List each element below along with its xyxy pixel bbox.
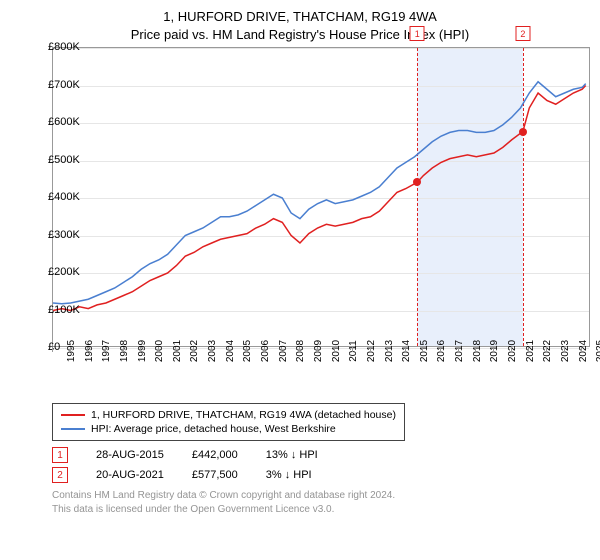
legend-label: HPI: Average price, detached house, West…: [91, 423, 336, 435]
y-axis-tick-label: £300K: [48, 229, 52, 241]
title-address: 1, HURFORD DRIVE, THATCHAM, RG19 4WA: [10, 8, 590, 26]
legend-item: 1, HURFORD DRIVE, THATCHAM, RG19 4WA (de…: [61, 408, 396, 422]
chart-marker-dot: [413, 178, 421, 186]
series-hpi: [53, 82, 586, 304]
y-axis-tick-label: £600K: [48, 116, 52, 128]
price-chart: 12 £0£100K£200K£300K£400K£500K£600K£700K…: [10, 47, 590, 397]
x-axis-tick-label: 2025: [581, 340, 600, 362]
sale-date: 20-AUG-2021: [96, 469, 164, 481]
y-axis-tick-label: £200K: [48, 266, 52, 278]
sale-record: 2 20-AUG-2021 £577,500 3% ↓ HPI: [52, 467, 590, 483]
chart-marker-dot: [519, 128, 527, 136]
chart-legend: 1, HURFORD DRIVE, THATCHAM, RG19 4WA (de…: [52, 403, 405, 441]
chart-lines: [53, 48, 591, 348]
y-axis-tick-label: £800K: [48, 41, 52, 53]
legend-item: HPI: Average price, detached house, West…: [61, 422, 396, 436]
sale-marker-icon: 2: [52, 467, 68, 483]
plot-area: 12: [52, 47, 590, 347]
y-axis-tick-label: £500K: [48, 154, 52, 166]
sale-price: £442,000: [192, 449, 238, 461]
y-axis-tick-label: £700K: [48, 79, 52, 91]
title-subtitle: Price paid vs. HM Land Registry's House …: [10, 26, 590, 44]
sale-vs-hpi: 3% ↓ HPI: [266, 469, 312, 481]
attribution-footer: Contains HM Land Registry data © Crown c…: [52, 489, 590, 516]
sale-date: 28-AUG-2015: [96, 449, 164, 461]
sale-price: £577,500: [192, 469, 238, 481]
footer-text: Contains HM Land Registry data © Crown c…: [52, 489, 590, 503]
footer-text: This data is licensed under the Open Gov…: [52, 503, 590, 517]
chart-marker-label: 2: [515, 26, 530, 41]
legend-label: 1, HURFORD DRIVE, THATCHAM, RG19 4WA (de…: [91, 409, 396, 421]
y-axis-tick-label: £400K: [48, 191, 52, 203]
sale-record: 1 28-AUG-2015 £442,000 13% ↓ HPI: [52, 447, 590, 463]
sale-marker-icon: 1: [52, 447, 68, 463]
legend-swatch: [61, 428, 85, 430]
legend-swatch: [61, 414, 85, 416]
sale-vs-hpi: 13% ↓ HPI: [266, 449, 318, 461]
chart-marker-label: 1: [410, 26, 425, 41]
y-axis-tick-label: £100K: [48, 304, 52, 316]
chart-title: 1, HURFORD DRIVE, THATCHAM, RG19 4WA Pri…: [10, 8, 590, 43]
